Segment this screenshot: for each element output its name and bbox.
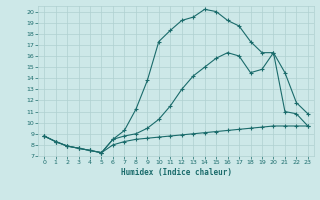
X-axis label: Humidex (Indice chaleur): Humidex (Indice chaleur) xyxy=(121,168,231,177)
